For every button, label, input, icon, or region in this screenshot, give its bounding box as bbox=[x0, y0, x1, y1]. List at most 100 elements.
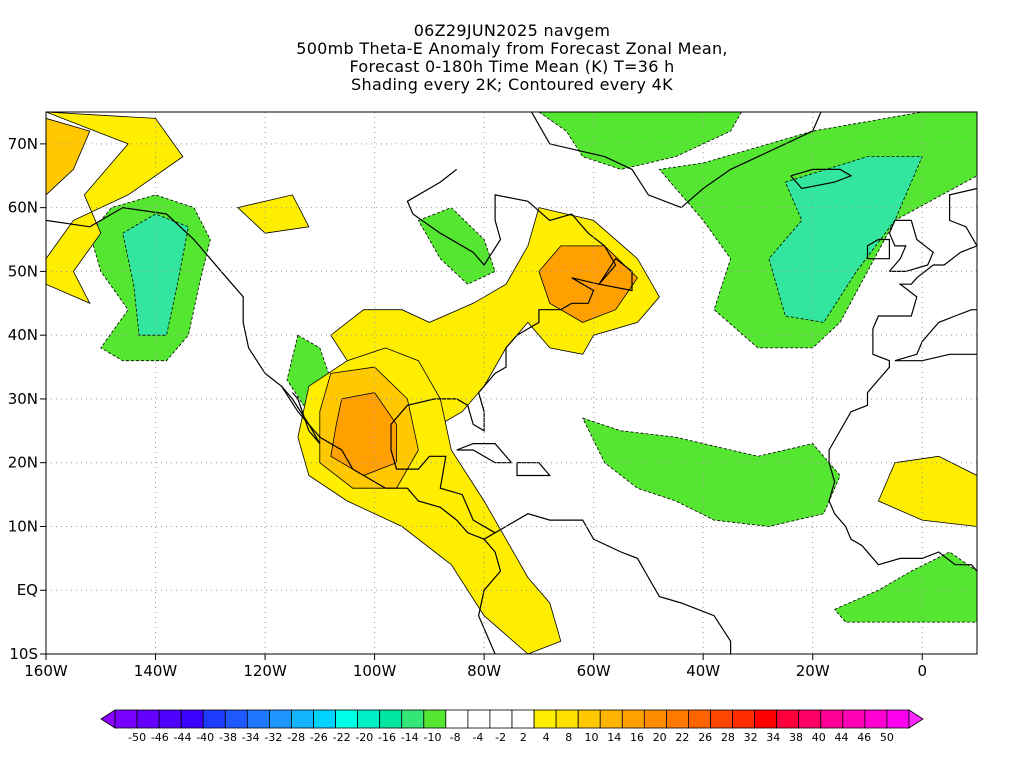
colorbar-swatch bbox=[599, 709, 623, 729]
colorbar-label: 14 bbox=[607, 731, 621, 744]
colorbar-label: 8 bbox=[565, 731, 572, 744]
y-tick-label: 40N bbox=[8, 326, 38, 344]
colorbar-swatch bbox=[313, 709, 337, 729]
coastline-ireland bbox=[866, 238, 891, 260]
colorbar-swatch bbox=[357, 709, 381, 729]
colorbar-label: 44 bbox=[835, 731, 849, 744]
colorbar-label: -8 bbox=[450, 731, 461, 744]
y-tick-label: 60N bbox=[8, 199, 38, 217]
title-line-2: 500mb Theta-E Anomaly from Forecast Zona… bbox=[296, 39, 728, 58]
colorbar-swatch bbox=[401, 709, 425, 729]
coastline-iceland bbox=[790, 168, 853, 190]
colorbar-label: -34 bbox=[242, 731, 260, 744]
colorbar-swatch bbox=[864, 709, 888, 729]
colorbar-label: -38 bbox=[219, 731, 237, 744]
colorbar-label: -26 bbox=[310, 731, 328, 744]
y-tick-label: 10N bbox=[8, 517, 38, 535]
colorbar-swatch bbox=[776, 709, 800, 729]
colorbar-label: -44 bbox=[174, 731, 192, 744]
colorbar-swatch bbox=[820, 709, 844, 729]
coastline-north-america-east-coast bbox=[390, 168, 617, 540]
y-tick-label: 70N bbox=[8, 135, 38, 153]
x-tick-label: 40W bbox=[686, 662, 720, 680]
colorbar-label: -46 bbox=[151, 731, 169, 744]
colorbar-swatch bbox=[886, 709, 910, 729]
latitude-axis: 70N 60N 50N 40N 30N 20N 10N EQ 10S bbox=[8, 135, 46, 663]
colorbar-label: 40 bbox=[812, 731, 826, 744]
colorbar-swatch bbox=[798, 709, 822, 729]
x-tick-label: 20W bbox=[796, 662, 830, 680]
y-tick-label: 30N bbox=[8, 390, 38, 408]
colorbar-label: 22 bbox=[675, 731, 689, 744]
colorbar-label: -40 bbox=[196, 731, 214, 744]
colorbar-swatch bbox=[423, 709, 447, 729]
colorbar-swatch bbox=[467, 709, 491, 729]
colorbar-label: -16 bbox=[378, 731, 396, 744]
coastline-great-britain bbox=[888, 219, 934, 272]
colorbar-label: -28 bbox=[287, 731, 305, 744]
x-tick-label: 80W bbox=[467, 662, 501, 680]
anomaly-region-west-africa-positive bbox=[877, 455, 977, 527]
colorbar-swatch bbox=[489, 709, 513, 729]
longitude-axis: 160W 140W 120W 100W 80W 60W 40W 20W 0 bbox=[24, 654, 927, 680]
colorbar-swatch bbox=[577, 709, 601, 729]
colorbar-label: -32 bbox=[264, 731, 282, 744]
coastline-hispaniola bbox=[516, 462, 552, 477]
colorbar-swatch bbox=[246, 709, 270, 729]
colorbar-arrow-low bbox=[100, 709, 116, 729]
colorbar-label: 20 bbox=[653, 731, 667, 744]
colorbar-swatch bbox=[688, 709, 711, 729]
x-tick-label: 140W bbox=[134, 662, 178, 680]
colorbar-swatch bbox=[842, 709, 866, 729]
x-tick-label: 120W bbox=[243, 662, 287, 680]
colorbar-swatch bbox=[555, 709, 579, 729]
figure-title: 06Z29JUN2025 navgem 500mb Theta-E Anomal… bbox=[0, 22, 1024, 94]
colorbar-swatch bbox=[379, 709, 403, 729]
colorbar-swatch bbox=[754, 709, 778, 729]
colorbar-label: 34 bbox=[766, 731, 780, 744]
coastline-baja-california bbox=[281, 385, 321, 444]
colorbar-swatch bbox=[268, 709, 292, 729]
colorbar-label: 26 bbox=[698, 731, 712, 744]
colorbar-swatch bbox=[533, 709, 557, 729]
colorbar-swatch bbox=[114, 709, 138, 729]
coastline-south-america-west-coast bbox=[477, 538, 502, 654]
colorbar-swatch bbox=[202, 709, 226, 729]
colorbar-label: -2 bbox=[495, 731, 506, 744]
anomaly-region-tropical-atlantic-negative bbox=[581, 417, 841, 527]
colorbar-label: -20 bbox=[355, 731, 373, 744]
colorbar-label: -4 bbox=[472, 731, 483, 744]
title-line-4: Shading every 2K; Contoured every 4K bbox=[351, 75, 673, 94]
y-tick-label: 10S bbox=[9, 645, 38, 663]
colorbar-label: 32 bbox=[744, 731, 758, 744]
colorbar-label: -22 bbox=[333, 731, 351, 744]
colorbar-swatch bbox=[180, 709, 204, 729]
colorbar-label: 38 bbox=[789, 731, 803, 744]
anomaly-region-equatorial-e-atlantic-negative bbox=[833, 551, 977, 623]
colorbar-swatch bbox=[158, 709, 182, 729]
colorbar-swatch bbox=[710, 709, 734, 729]
colorbar-swatch bbox=[732, 709, 756, 729]
anomaly-region-canadian-rockies-positive bbox=[236, 194, 310, 234]
colorbar-label: 46 bbox=[857, 731, 871, 744]
y-tick-label: 20N bbox=[8, 454, 38, 472]
colorbar-label: -50 bbox=[128, 731, 146, 744]
anomaly-region-eastern-canada-core bbox=[538, 245, 639, 323]
map-frame-border bbox=[45, 111, 978, 655]
colorbar-label: -14 bbox=[401, 731, 419, 744]
x-tick-label: 60W bbox=[577, 662, 611, 680]
colorbar-swatch bbox=[511, 709, 535, 729]
coastline-europe-and-africa-coast bbox=[828, 187, 977, 572]
anomaly-region-gulf-of-alaska-core bbox=[122, 213, 189, 336]
y-tick-label: 50N bbox=[8, 262, 38, 280]
colorbar-swatch bbox=[290, 709, 314, 729]
colorbar-swatch bbox=[224, 709, 248, 729]
anomaly-region-greenland-baffin-negative bbox=[538, 112, 742, 170]
coastline-south-america-north-coast bbox=[494, 513, 732, 654]
x-tick-label: 100W bbox=[353, 662, 397, 680]
anomaly-region-mexico-core bbox=[330, 392, 397, 476]
coastline-mediterranean-south bbox=[894, 353, 977, 362]
colorbar-arrow-high bbox=[908, 709, 924, 729]
title-line-1: 06Z29JUN2025 navgem bbox=[413, 21, 611, 40]
